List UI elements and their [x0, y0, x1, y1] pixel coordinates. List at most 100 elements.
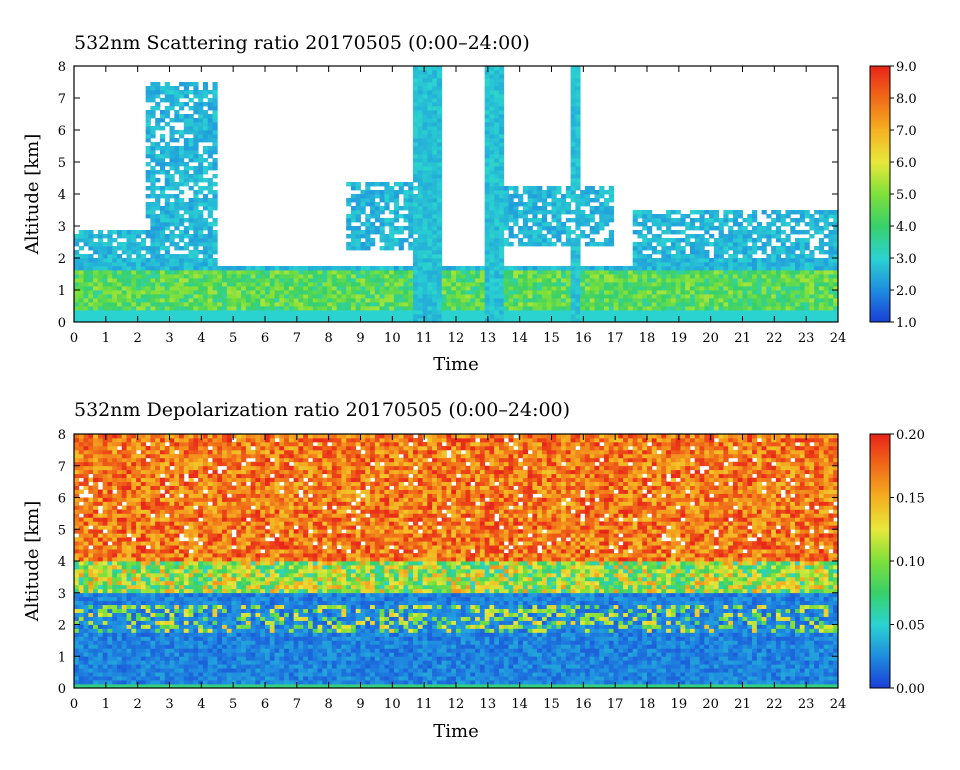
- heatmap-cell: [78, 525, 84, 530]
- heatmap-cell: [589, 190, 595, 195]
- heatmap-cell: [661, 258, 667, 263]
- heatmap-cell: [494, 202, 500, 207]
- heatmap-cell: [556, 318, 562, 322]
- heatmap-cell: [417, 242, 423, 247]
- heatmap-cell: [432, 214, 438, 219]
- heatmap-cell: [74, 529, 80, 534]
- heatmap-cell: [465, 306, 471, 311]
- heatmap-cell: [451, 290, 457, 295]
- heatmap-cell: [494, 98, 500, 103]
- heatmap-cell: [155, 234, 161, 239]
- heatmap-cell: [107, 517, 113, 522]
- heatmap-cell: [532, 242, 538, 247]
- heatmap-cell: [814, 290, 820, 295]
- heatmap-cell: [575, 102, 581, 107]
- heatmap-cell: [508, 242, 514, 247]
- heatmap-cell: [656, 302, 662, 307]
- heatmap-cell: [317, 310, 323, 315]
- x-tick-label: 6: [261, 331, 269, 346]
- heatmap-cell: [389, 218, 395, 223]
- heatmap-cell: [685, 298, 691, 303]
- heatmap-cell: [456, 294, 462, 299]
- heatmap-cell: [742, 314, 748, 319]
- heatmap-cell: [790, 294, 796, 299]
- heatmap-cell: [575, 82, 581, 87]
- heatmap-cell: [709, 298, 715, 303]
- heatmap-cell: [761, 286, 767, 291]
- heatmap-cell: [112, 676, 118, 681]
- heatmap-cell: [432, 122, 438, 127]
- heatmap-cell: [83, 600, 89, 606]
- heatmap-cell: [365, 186, 371, 191]
- heatmap-cell: [580, 310, 586, 315]
- heatmap-cell: [575, 110, 581, 115]
- heatmap-cell: [685, 306, 691, 311]
- heatmap-cell: [489, 110, 495, 115]
- heatmap-cell: [365, 298, 371, 303]
- heatmap-cell: [575, 214, 581, 219]
- heatmap-cell: [169, 306, 175, 311]
- heatmap-cell: [183, 206, 189, 211]
- heatmap-cell: [284, 298, 290, 303]
- heatmap-cell: [198, 290, 204, 295]
- heatmap-cell: [169, 218, 175, 223]
- heatmap-cell: [422, 154, 428, 159]
- heatmap-cell: [718, 222, 724, 227]
- heatmap-cell: [83, 561, 89, 566]
- heatmap-cell: [527, 186, 533, 191]
- heatmap-cell: [370, 194, 376, 199]
- heatmap-cell: [102, 533, 108, 538]
- heatmap-cell: [508, 286, 514, 291]
- heatmap-cell: [245, 310, 252, 315]
- heatmap-cell: [78, 676, 84, 681]
- heatmap-cell: [97, 469, 104, 475]
- heatmap-cell: [403, 314, 409, 319]
- heatmap-cell: [97, 302, 104, 307]
- heatmap-cell: [112, 680, 118, 685]
- heatmap-cell: [432, 294, 438, 299]
- heatmap-cell: [188, 234, 194, 239]
- heatmap-cell: [756, 306, 763, 311]
- heatmap-cell: [102, 441, 108, 447]
- heatmap-cell: [155, 102, 161, 107]
- heatmap-cell: [83, 568, 89, 574]
- heatmap-cell: [159, 294, 166, 299]
- heatmap-cell: [93, 553, 99, 558]
- heatmap-cell: [107, 477, 113, 483]
- heatmap-cell: [484, 202, 490, 207]
- heatmap-cell: [88, 557, 94, 562]
- heatmap-cell: [303, 306, 309, 311]
- heatmap-cell: [709, 278, 715, 283]
- heatmap-cell: [747, 290, 753, 295]
- heatmap-cell: [637, 262, 643, 267]
- heatmap-cell: [183, 306, 189, 311]
- colorbar-tick-label: 9.0: [896, 60, 917, 75]
- heatmap-cell: [116, 298, 123, 303]
- heatmap-cell: [709, 258, 715, 263]
- heatmap-cell: [174, 162, 180, 167]
- heatmap-cell: [427, 174, 433, 179]
- heatmap-cell: [527, 278, 533, 283]
- heatmap-cell: [346, 318, 352, 322]
- heatmap-cell: [785, 258, 791, 263]
- heatmap-cell: [680, 266, 686, 271]
- heatmap-cell: [451, 302, 457, 307]
- heatmap-cell: [226, 270, 232, 275]
- heatmap-cell: [93, 509, 99, 514]
- heatmap-cell: [436, 242, 443, 247]
- heatmap-cell: [193, 314, 199, 319]
- heatmap-cell: [799, 214, 805, 219]
- heatmap-cell: [74, 624, 80, 629]
- heatmap-cell: [484, 194, 490, 199]
- heatmap-cell: [413, 246, 419, 251]
- heatmap-cell: [78, 680, 84, 685]
- heatmap-cell: [498, 122, 505, 127]
- heatmap-cell: [575, 98, 581, 103]
- heatmap-cell: [809, 286, 815, 291]
- heatmap-cell: [107, 584, 113, 590]
- x-tick-label: 16: [575, 331, 592, 346]
- heatmap-cell: [498, 198, 505, 203]
- heatmap-cell: [174, 194, 180, 199]
- heatmap-cell: [642, 310, 648, 315]
- heatmap-cell: [83, 660, 89, 665]
